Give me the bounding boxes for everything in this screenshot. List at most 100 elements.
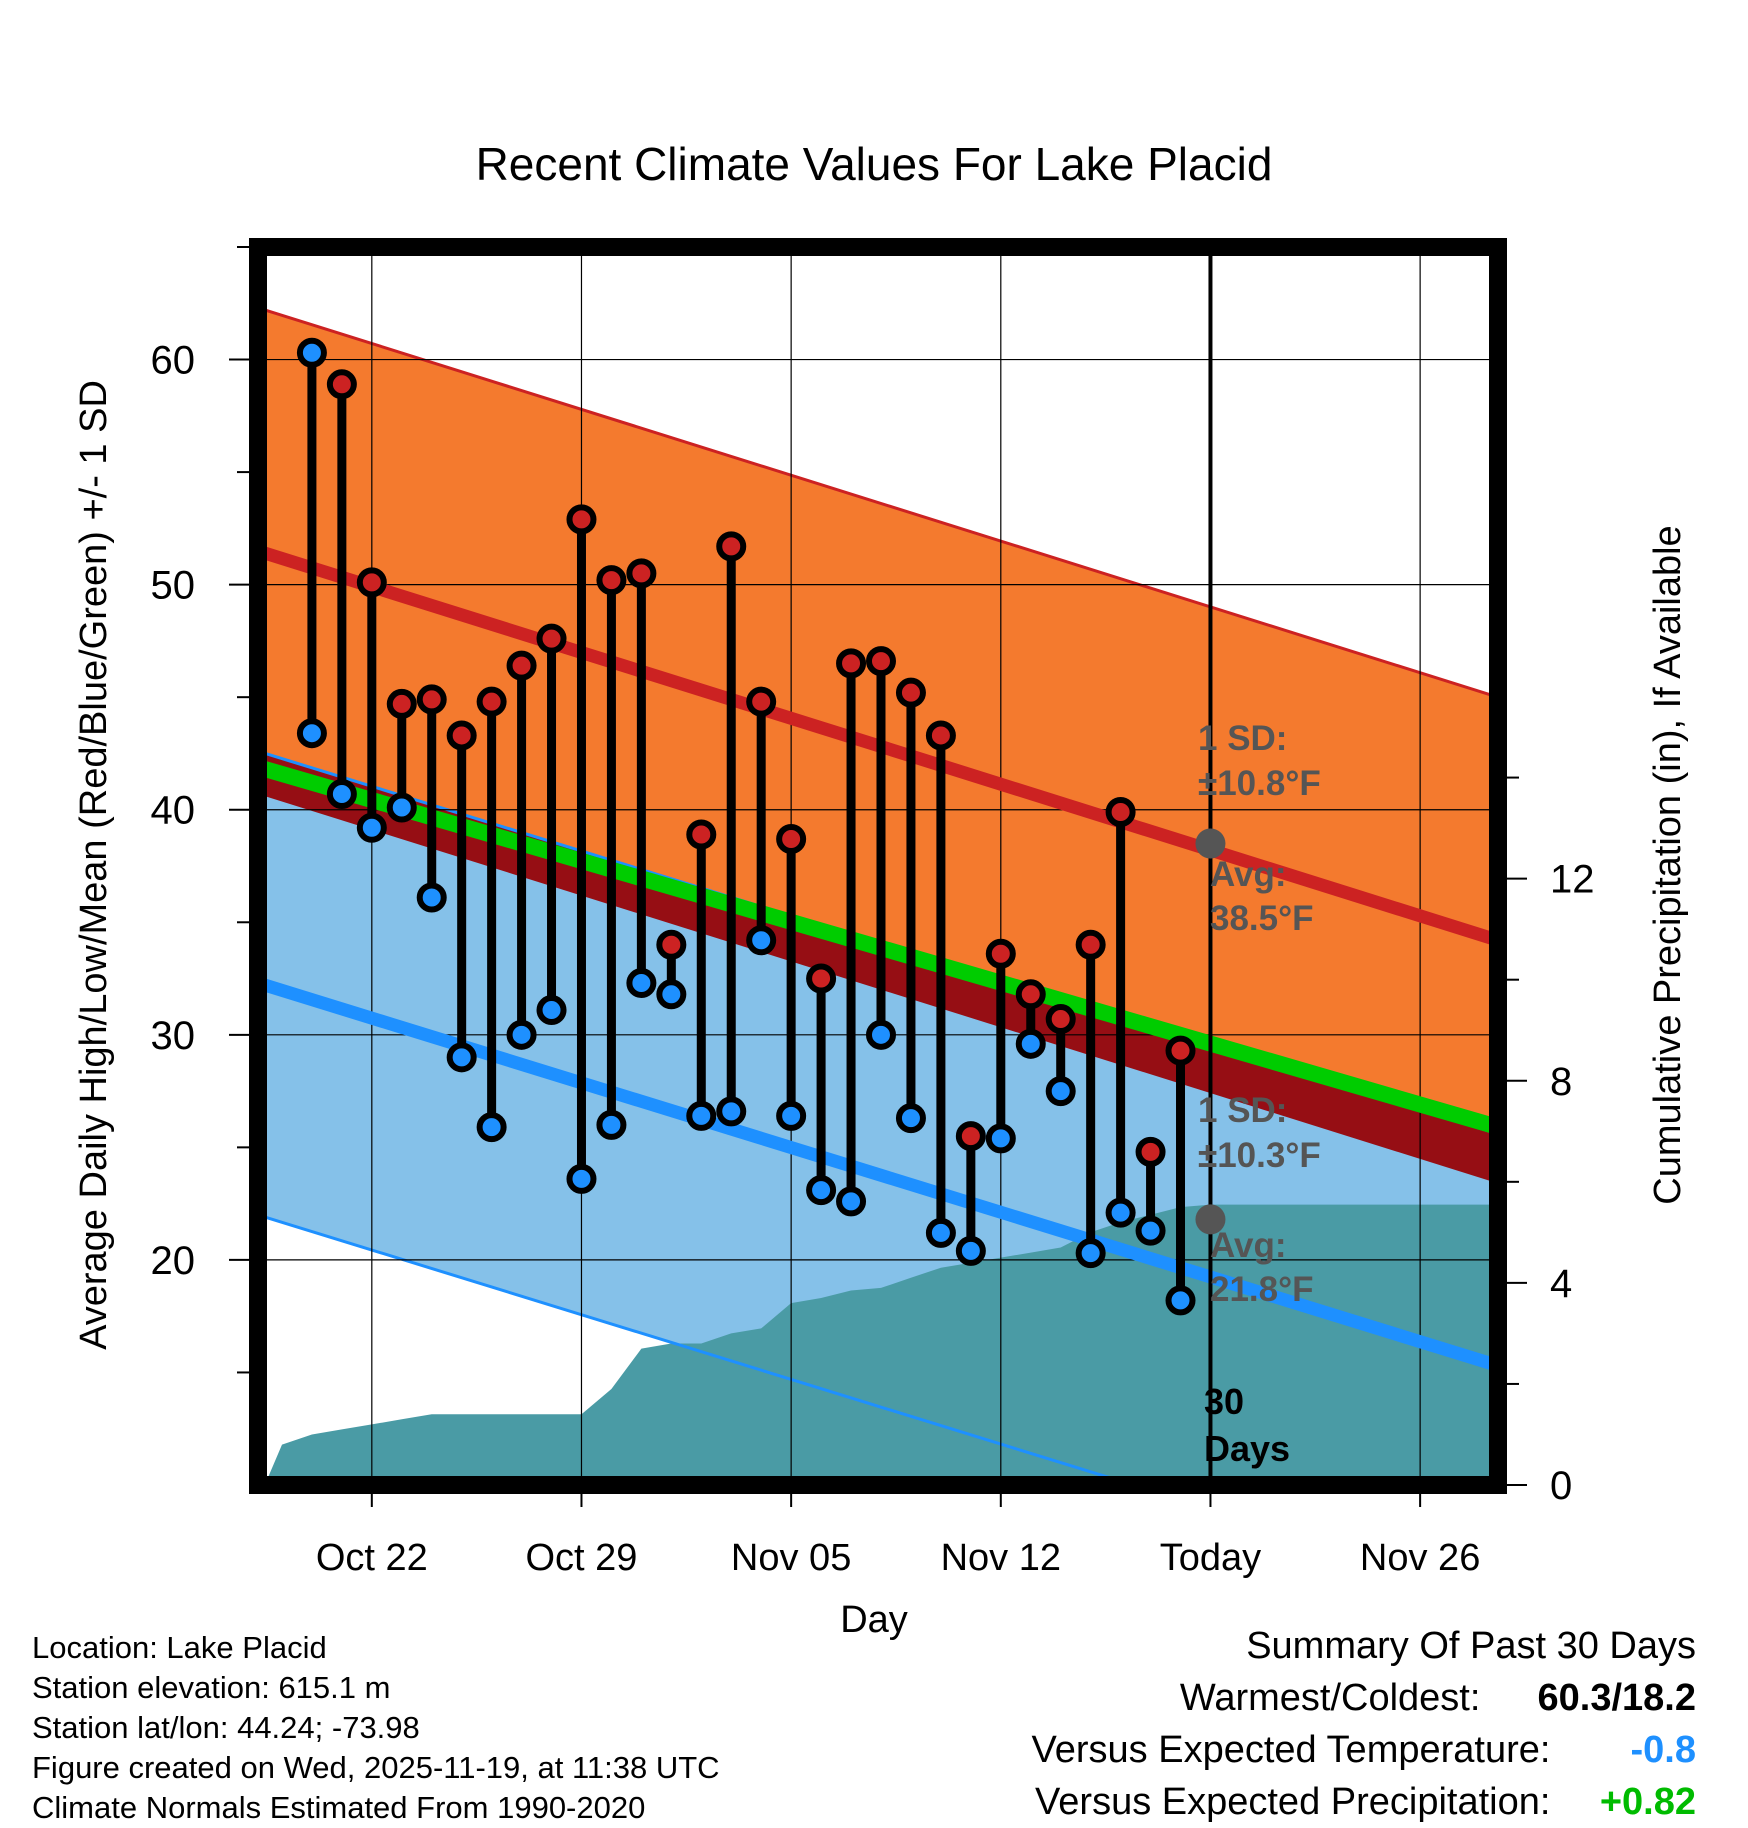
warm-cold-label: Warmest/Coldest: <box>1179 1677 1481 1719</box>
high-point <box>836 648 867 679</box>
y-tick-label-right: 12 <box>1550 858 1595 902</box>
y-tick-label-left: 60 <box>151 339 196 383</box>
low-point <box>1075 1238 1106 1269</box>
high-point <box>925 720 956 751</box>
low-point <box>955 1235 986 1266</box>
low-point <box>626 968 657 999</box>
day-observation <box>1165 1035 1196 1316</box>
y-tick-label-right: 0 <box>1550 1464 1572 1508</box>
observations <box>296 337 1196 1316</box>
summary-precip: Versus Expected Precipitation: +0.82 <box>1032 1776 1696 1828</box>
day-observation <box>1015 979 1046 1059</box>
low-point <box>1165 1285 1196 1316</box>
x-tick-label: Nov 26 <box>1360 1537 1480 1579</box>
y-tick-label-left: 30 <box>151 1014 196 1058</box>
high-avg-marker <box>1195 828 1226 859</box>
day-observation <box>596 565 627 1140</box>
x-tick-label: Nov 12 <box>941 1537 1061 1579</box>
day-observation <box>1135 1136 1166 1246</box>
high-sd-label: 1 SD: <box>1198 719 1287 758</box>
low-point <box>1135 1215 1166 1246</box>
low-point <box>776 1100 807 1131</box>
low-point <box>356 812 387 843</box>
normals-text: Climate Normals Estimated From 1990-2020 <box>32 1790 646 1825</box>
low-point <box>716 1096 747 1127</box>
y-axis-label-right: Cumulative Precipitation (in), If Availa… <box>1647 525 1689 1204</box>
low-avg-value: 21.8°F <box>1210 1270 1314 1309</box>
day-observation <box>536 623 567 1026</box>
created-text: Figure created on Wed, 2025-11-19, at 11… <box>32 1750 720 1785</box>
day-observation <box>985 938 1016 1154</box>
day-observation <box>955 1121 986 1266</box>
high-point <box>596 565 627 596</box>
x-tick-label: Nov 05 <box>731 1537 851 1579</box>
day-observation <box>1105 796 1136 1228</box>
low-point <box>386 792 417 823</box>
high-point <box>1105 796 1136 827</box>
high-point <box>386 688 417 719</box>
precip-value: +0.82 <box>1599 1781 1696 1823</box>
y-tick-label-left: 40 <box>151 789 196 833</box>
x-tick-label: Oct 22 <box>316 1537 428 1579</box>
day-observation <box>416 684 447 913</box>
high-avg-label: Avg: <box>1210 855 1286 894</box>
high-point <box>1045 1004 1076 1035</box>
high-point <box>416 684 447 715</box>
high-point <box>895 677 926 708</box>
day-observation <box>836 648 867 1217</box>
low-point <box>416 882 447 913</box>
temp-label: Versus Expected Temperature: <box>1031 1729 1551 1771</box>
day-observation <box>776 823 807 1131</box>
low-point <box>1045 1076 1076 1107</box>
high-point <box>536 623 567 654</box>
temp-value: -0.8 <box>1630 1729 1696 1771</box>
high-point <box>626 558 657 589</box>
low-point <box>836 1186 867 1217</box>
low-point <box>865 1019 896 1050</box>
high-point <box>476 686 507 717</box>
y-tick-label-right: 4 <box>1550 1262 1572 1306</box>
low-point <box>806 1175 837 1206</box>
day-observation <box>925 720 956 1248</box>
day-observation <box>716 531 747 1127</box>
high-point <box>506 650 537 681</box>
high-point <box>746 686 777 717</box>
y-tick-label-left: 20 <box>151 1239 196 1283</box>
location-text: Location: Lake Placid <box>32 1630 327 1665</box>
high-point <box>1075 929 1106 960</box>
high-point <box>356 567 387 598</box>
low-point <box>1015 1028 1046 1059</box>
summary-warm-cold: Warmest/Coldest: 60.3/18.2 <box>1032 1672 1696 1724</box>
precip-label: Versus Expected Precipitation: <box>1035 1781 1551 1823</box>
low-point <box>656 979 687 1010</box>
low-sd-lower-line <box>258 1213 1139 1485</box>
high-sd-value: ±10.8°F <box>1198 764 1321 803</box>
day-observation <box>686 819 717 1131</box>
plot-area <box>258 247 1498 1485</box>
high-point <box>656 929 687 960</box>
elevation-text: Station elevation: 615.1 m <box>32 1670 391 1705</box>
low-point <box>985 1123 1016 1154</box>
high-point <box>1165 1035 1196 1066</box>
low-point <box>686 1100 717 1131</box>
low-point <box>895 1103 926 1134</box>
day-observation <box>296 337 327 749</box>
latlon-text: Station lat/lon: 44.24; -73.98 <box>32 1710 420 1745</box>
days-label-text: Days <box>1204 1428 1290 1469</box>
day-observation <box>626 558 657 999</box>
low-point <box>746 925 777 956</box>
low-point <box>296 718 327 749</box>
grid <box>258 247 1498 1485</box>
day-observation <box>1075 929 1106 1269</box>
x-tick-label: Today <box>1160 1537 1261 1579</box>
day-observation <box>806 963 837 1206</box>
day-observation <box>656 929 687 1010</box>
high-point <box>296 337 327 368</box>
y-axis-label-left: Average Daily High/Low/Mean (Red/Blue/Gr… <box>73 380 115 1350</box>
day-observation <box>446 720 477 1073</box>
station-info: Location: Lake Placid Station elevation:… <box>32 1628 720 1828</box>
day-observation <box>566 504 597 1194</box>
y-tick-label-right: 8 <box>1550 1060 1572 1104</box>
x-axis-label: Day <box>840 1599 908 1641</box>
